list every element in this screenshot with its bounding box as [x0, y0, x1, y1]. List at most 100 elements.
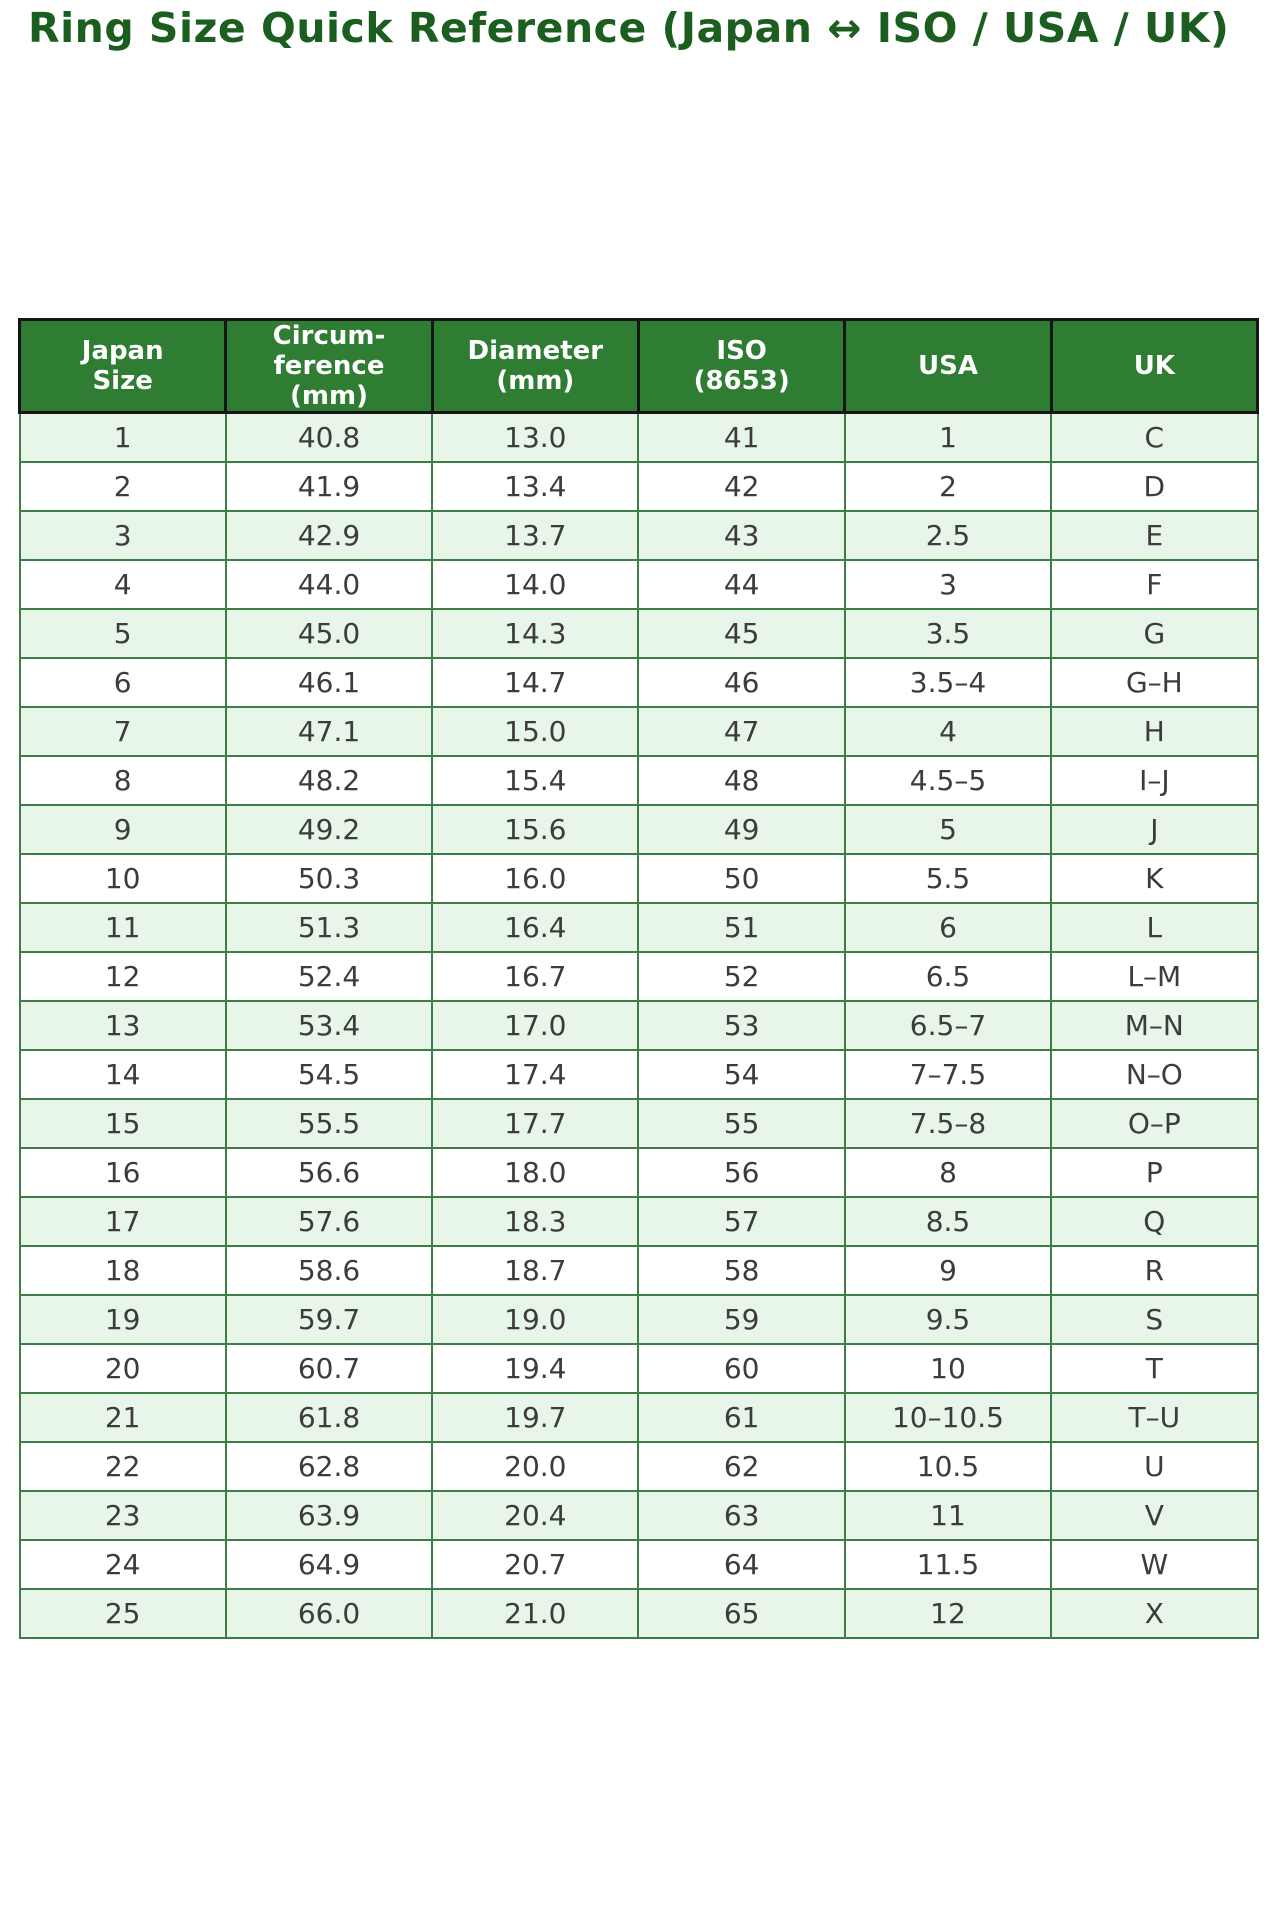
cell: 18.0	[431, 1146, 640, 1198]
cell: 22	[18, 1440, 227, 1492]
cell: 61	[637, 1391, 846, 1443]
cell: 16.7	[431, 950, 640, 1002]
table-row: 6 46.1 14.7 46 3.5–4 G–H	[18, 656, 1259, 708]
cell: 63.9	[224, 1489, 434, 1541]
table-row: 25 66.0 21.0 65 12 X	[18, 1587, 1259, 1639]
cell: 6.5–7	[843, 999, 1053, 1051]
cell: 9	[843, 1244, 1053, 1296]
cell: 25	[18, 1587, 227, 1639]
table-row: 9 49.2 15.6 49 5 J	[18, 803, 1259, 855]
cell: 20.0	[431, 1440, 640, 1492]
cell: 24	[18, 1538, 227, 1590]
cell: 64.9	[224, 1538, 434, 1590]
cell: 45	[637, 607, 846, 659]
table-row: 2 41.9 13.4 42 2 D	[18, 460, 1259, 512]
cell: 10	[843, 1342, 1053, 1394]
cell: 3.5	[843, 607, 1053, 659]
cell: 3	[843, 558, 1053, 610]
cell: 66.0	[224, 1587, 434, 1639]
cell: 21	[18, 1391, 227, 1443]
cell: M–N	[1050, 999, 1259, 1051]
cell: 61.8	[224, 1391, 434, 1443]
cell: 55.5	[224, 1097, 434, 1149]
cell: 15	[18, 1097, 227, 1149]
cell: 5	[843, 803, 1053, 855]
table-row: 11 51.3 16.4 51 6 L	[18, 901, 1259, 953]
cell: T–U	[1050, 1391, 1259, 1443]
cell: 54	[637, 1048, 846, 1100]
cell: J	[1050, 803, 1259, 855]
cell: 42.9	[224, 509, 434, 561]
cell: 5	[18, 607, 227, 659]
cell: S	[1050, 1293, 1259, 1345]
cell: 17.0	[431, 999, 640, 1051]
column-header-5: UK	[1049, 317, 1260, 415]
cell: 45.0	[224, 607, 434, 659]
cell: 56	[637, 1146, 846, 1198]
table-row: 18 58.6 18.7 58 9 R	[18, 1244, 1259, 1296]
table-row: 21 61.8 19.7 61 10–10.5 T–U	[18, 1391, 1259, 1443]
table-row: 1 40.8 13.0 41 1 C	[18, 411, 1259, 463]
cell: 18.7	[431, 1244, 640, 1296]
cell: 8.5	[843, 1195, 1053, 1247]
cell: 5.5	[843, 852, 1053, 904]
cell: 50	[637, 852, 846, 904]
table-header: Japan Size Circum- ference (mm) Diameter (…	[17, 317, 1260, 415]
cell: 11	[18, 901, 227, 953]
table-row: 17 57.6 18.3 57 8.5 Q	[18, 1195, 1259, 1247]
cell: 3.5–4	[843, 656, 1053, 708]
cell: 63	[637, 1489, 846, 1541]
cell: 19.7	[431, 1391, 640, 1443]
table-row: 19 59.7 19.0 59 9.5 S	[18, 1293, 1259, 1345]
cell: 14.7	[431, 656, 640, 708]
cell: 12	[18, 950, 227, 1002]
cell: 1	[843, 411, 1053, 463]
cell: 48.2	[224, 754, 434, 806]
cell: 52	[637, 950, 846, 1002]
cell: 7–7.5	[843, 1048, 1053, 1100]
cell: 10.5	[843, 1440, 1053, 1492]
cell: 18.3	[431, 1195, 640, 1247]
cell: 47.1	[224, 705, 434, 757]
cell: 42	[637, 460, 846, 512]
cell: 47	[637, 705, 846, 757]
cell: 46	[637, 656, 846, 708]
cell: 20	[18, 1342, 227, 1394]
cell: 7.5–8	[843, 1097, 1053, 1149]
cell: 60	[637, 1342, 846, 1394]
cell: 43	[637, 509, 846, 561]
cell: G–H	[1050, 656, 1259, 708]
cell: 54.5	[224, 1048, 434, 1100]
cell: 51	[637, 901, 846, 953]
cell: 13.4	[431, 460, 640, 512]
column-header-1: Circum- ference (mm)	[224, 317, 434, 415]
cell: 53	[637, 999, 846, 1051]
cell: 20.7	[431, 1538, 640, 1590]
cell: 4.5–5	[843, 754, 1053, 806]
cell: 2	[843, 460, 1053, 512]
cell: X	[1050, 1587, 1259, 1639]
cell: T	[1050, 1342, 1259, 1394]
table-row: 8 48.2 15.4 48 4.5–5 I–J	[18, 754, 1259, 806]
cell: Q	[1050, 1195, 1259, 1247]
cell: 65	[637, 1587, 846, 1639]
table-row: 23 63.9 20.4 63 11 V	[18, 1489, 1259, 1541]
cell: 57	[637, 1195, 846, 1247]
cell: N–O	[1050, 1048, 1259, 1100]
cell: 20.4	[431, 1489, 640, 1541]
cell: 15.0	[431, 705, 640, 757]
column-header-4: USA	[843, 317, 1053, 415]
cell: 49.2	[224, 803, 434, 855]
cell: O–P	[1050, 1097, 1259, 1149]
cell: 11	[843, 1489, 1053, 1541]
cell: 13	[18, 999, 227, 1051]
table-row: 3 42.9 13.7 43 2.5 E	[18, 509, 1259, 561]
table-row: 4 44.0 14.0 44 3 F	[18, 558, 1259, 610]
table-row: 12 52.4 16.7 52 6.5 L–M	[18, 950, 1259, 1002]
cell: 23	[18, 1489, 227, 1541]
table-row: 13 53.4 17.0 53 6.5–7 M–N	[18, 999, 1259, 1051]
cell: 58.6	[224, 1244, 434, 1296]
page-title: Ring Size Quick Reference (Japan ↔ ISO /…	[28, 4, 1230, 52]
cell: 15.6	[431, 803, 640, 855]
cell: 8	[18, 754, 227, 806]
